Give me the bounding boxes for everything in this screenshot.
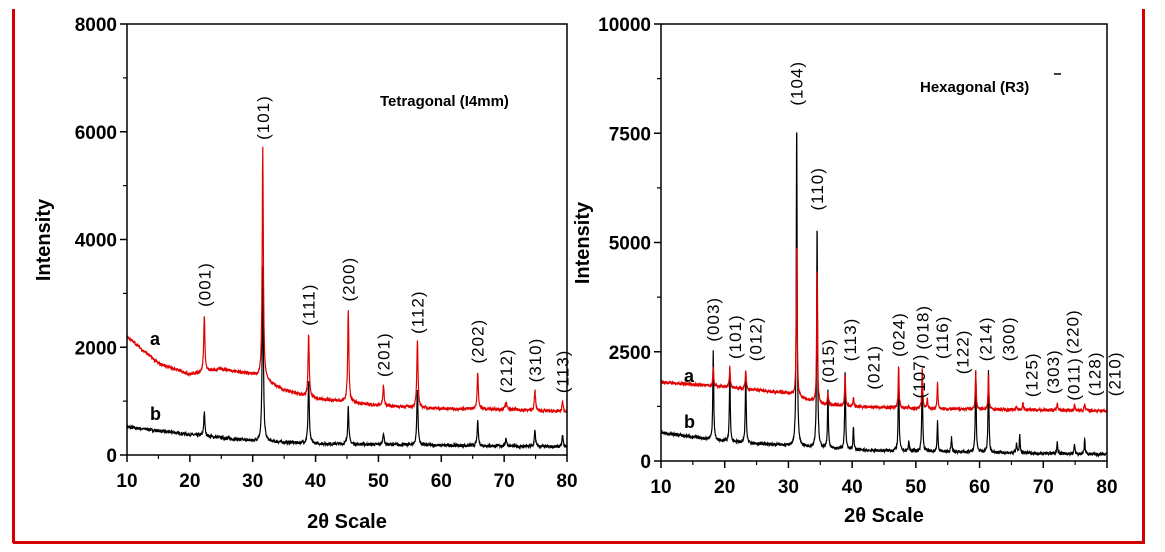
plot-title: Hexagonal (R3) (920, 79, 1029, 96)
peak-label: (125) (1023, 352, 1042, 397)
y-tick-label: 0 (106, 446, 117, 467)
peak-label: (200) (339, 257, 358, 302)
x-tick-label: 80 (556, 471, 577, 492)
x-tick-label: 50 (368, 471, 389, 492)
peak-label: (104) (788, 61, 807, 106)
peak-label: (001) (195, 262, 214, 307)
series-b-line (660, 247, 1108, 415)
peak-label: (015) (819, 338, 838, 383)
y-tick-label: 10000 (598, 15, 651, 36)
x-tick-label: 70 (494, 471, 515, 492)
peak-label: (303) (1044, 349, 1063, 394)
y-tick-label: 6000 (75, 123, 117, 144)
series-b-label: b (684, 412, 695, 432)
peak-label: (210) (1106, 352, 1125, 397)
tetragonal-plot: Tetragonal (I4mm) 2θ Scale Intensity a b 1… (33, 15, 578, 533)
y-tick-label: 5000 (609, 234, 651, 255)
peak-label: (003) (704, 297, 723, 342)
peak-label: (021) (864, 345, 883, 390)
y-tick-label: 7500 (609, 124, 651, 145)
red-frame (12, 9, 1145, 544)
x-tick-label: 10 (650, 477, 671, 498)
x-tick-label: 80 (1096, 477, 1117, 498)
peak-label: (011) (1064, 357, 1083, 400)
series-a-line (126, 265, 568, 451)
y-tick-label: 8000 (75, 15, 117, 36)
x-tick-label: 20 (714, 477, 735, 498)
x-tick-label: 50 (905, 477, 926, 498)
peak-label: (113) (841, 318, 860, 361)
peak-label: (310) (526, 338, 545, 383)
x-tick-label: 30 (242, 471, 263, 492)
peak-label: (101) (254, 95, 273, 140)
peak-label: (111) (300, 284, 319, 326)
peak-label: (110) (808, 167, 827, 210)
peak-label: (202) (469, 319, 488, 364)
peak-label: (112) (408, 290, 427, 333)
y-axis-label: Intensity (33, 198, 55, 281)
peak-label: (212) (497, 348, 516, 393)
y-axis-label: Intensity (572, 201, 594, 284)
peak-label: (113) (554, 350, 573, 393)
x-axis-label: 2θ Scale (844, 505, 924, 527)
series-a-label: a (684, 366, 695, 386)
x-tick-label: 70 (1033, 477, 1054, 498)
peak-label: (018) (913, 305, 932, 350)
peak-label: (012) (747, 317, 766, 362)
peak-label: (116) (933, 316, 952, 359)
series-b-line (126, 146, 568, 414)
peak-label: (220) (1063, 309, 1082, 354)
y-tick-label: 2000 (75, 338, 117, 359)
peak-label: (214) (977, 317, 996, 362)
x-tick-label: 60 (969, 477, 990, 498)
y-tick-label: 0 (640, 452, 651, 473)
x-tick-label: 30 (778, 477, 799, 498)
series-a-label: a (150, 329, 161, 349)
x-axis-label: 2θ Scale (307, 511, 387, 533)
peak-label: (201) (375, 332, 394, 377)
peak-label: (101) (726, 314, 745, 359)
peak-label: (122) (954, 330, 973, 375)
peak-label: (107) (910, 354, 929, 399)
peak-label: (024) (890, 312, 909, 357)
hexagonal-plot: Hexagonal (R3) 2θ Scale Intensity a b 10 20… (572, 15, 1125, 527)
x-tick-label: 20 (179, 471, 200, 492)
x-tick-label: 60 (431, 471, 452, 492)
x-tick-label: 10 (116, 471, 137, 492)
peak-label: (128) (1086, 352, 1105, 397)
series-b-label: b (150, 404, 161, 424)
x-tick-label: 40 (305, 471, 326, 492)
series-a-line (660, 132, 1108, 458)
plot-title: Tetragonal (I4mm) (380, 93, 509, 110)
y-tick-label: 2500 (609, 343, 651, 364)
x-tick-label: 40 (842, 477, 863, 498)
peak-label: (300) (1000, 317, 1019, 362)
y-tick-label: 4000 (75, 231, 117, 252)
